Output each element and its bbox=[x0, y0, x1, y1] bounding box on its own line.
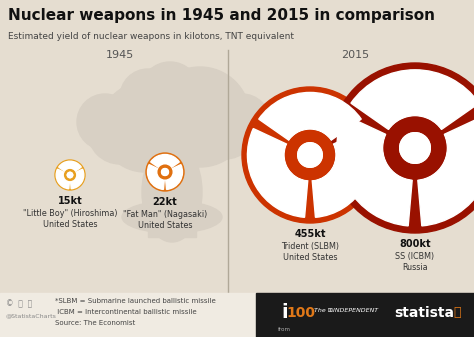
Text: "Little Boy" (Hiroshima): "Little Boy" (Hiroshima) bbox=[23, 209, 117, 218]
Ellipse shape bbox=[122, 201, 222, 233]
Circle shape bbox=[384, 117, 446, 179]
Text: United States: United States bbox=[138, 221, 192, 230]
Text: United States: United States bbox=[43, 220, 97, 229]
Circle shape bbox=[298, 143, 322, 167]
Circle shape bbox=[120, 69, 176, 125]
Circle shape bbox=[140, 62, 200, 122]
Bar bbox=[0, 293, 256, 337]
Text: SS (ICBM): SS (ICBM) bbox=[395, 252, 435, 261]
Circle shape bbox=[285, 130, 335, 180]
Ellipse shape bbox=[142, 142, 202, 242]
Text: 22kt: 22kt bbox=[153, 197, 177, 207]
Circle shape bbox=[132, 64, 208, 140]
Text: 100: 100 bbox=[286, 306, 316, 320]
Wedge shape bbox=[147, 164, 164, 189]
Wedge shape bbox=[151, 155, 179, 168]
Circle shape bbox=[193, 95, 257, 159]
Wedge shape bbox=[312, 128, 373, 217]
Circle shape bbox=[67, 172, 73, 178]
Wedge shape bbox=[337, 115, 412, 226]
Text: 800kt: 800kt bbox=[399, 239, 431, 249]
Bar bbox=[256, 293, 474, 337]
Circle shape bbox=[77, 94, 133, 150]
Text: Source: The Economist: Source: The Economist bbox=[55, 320, 135, 326]
Text: The ⊞INDEPENDENT: The ⊞INDEPENDENT bbox=[314, 308, 378, 313]
Text: @StatistaCharts: @StatistaCharts bbox=[6, 313, 57, 318]
Wedge shape bbox=[56, 169, 70, 189]
Text: ©  ⓘ  Ⓢ: © ⓘ Ⓢ bbox=[6, 299, 32, 308]
Circle shape bbox=[167, 69, 223, 125]
Text: United States: United States bbox=[283, 253, 337, 262]
Circle shape bbox=[55, 160, 85, 190]
Text: "Fat Man" (Nagasaki): "Fat Man" (Nagasaki) bbox=[123, 210, 207, 219]
Circle shape bbox=[330, 63, 474, 233]
Circle shape bbox=[150, 67, 250, 167]
Text: Estimated yield of nuclear weapons in kilotons, TNT equivalent: Estimated yield of nuclear weapons in ki… bbox=[8, 32, 294, 41]
Text: Trident (SLBM): Trident (SLBM) bbox=[281, 242, 339, 251]
Circle shape bbox=[214, 94, 270, 150]
Text: i: i bbox=[281, 303, 288, 322]
Text: 1945: 1945 bbox=[106, 50, 134, 60]
Wedge shape bbox=[165, 164, 182, 189]
Text: 15kt: 15kt bbox=[58, 196, 82, 206]
Circle shape bbox=[122, 72, 222, 172]
Text: ICBM = Intercontinental ballistic missile: ICBM = Intercontinental ballistic missil… bbox=[55, 309, 197, 315]
Circle shape bbox=[242, 87, 378, 223]
Text: from: from bbox=[278, 327, 291, 332]
Circle shape bbox=[400, 133, 430, 163]
Text: Russia: Russia bbox=[402, 263, 428, 272]
Wedge shape bbox=[71, 169, 84, 189]
Circle shape bbox=[162, 168, 168, 176]
Circle shape bbox=[298, 143, 322, 167]
Text: ⧈: ⧈ bbox=[454, 306, 461, 319]
Wedge shape bbox=[247, 128, 308, 217]
Bar bbox=[148, 157, 196, 237]
Wedge shape bbox=[418, 115, 474, 226]
Circle shape bbox=[88, 100, 152, 164]
Circle shape bbox=[64, 170, 75, 180]
Text: statista: statista bbox=[394, 306, 454, 320]
Text: Nuclear weapons in 1945 and 2015 in comparison: Nuclear weapons in 1945 and 2015 in comp… bbox=[8, 8, 435, 23]
Text: *SLBM = Submarine launched ballistic missile: *SLBM = Submarine launched ballistic mis… bbox=[55, 298, 216, 304]
Wedge shape bbox=[351, 70, 474, 129]
Circle shape bbox=[158, 165, 172, 179]
Circle shape bbox=[400, 133, 430, 163]
Circle shape bbox=[162, 168, 168, 176]
Text: 2015: 2015 bbox=[341, 50, 369, 60]
Circle shape bbox=[67, 172, 73, 178]
Wedge shape bbox=[259, 92, 361, 140]
Wedge shape bbox=[59, 161, 82, 172]
Circle shape bbox=[100, 82, 190, 172]
Circle shape bbox=[146, 153, 184, 191]
Text: 455kt: 455kt bbox=[294, 229, 326, 239]
